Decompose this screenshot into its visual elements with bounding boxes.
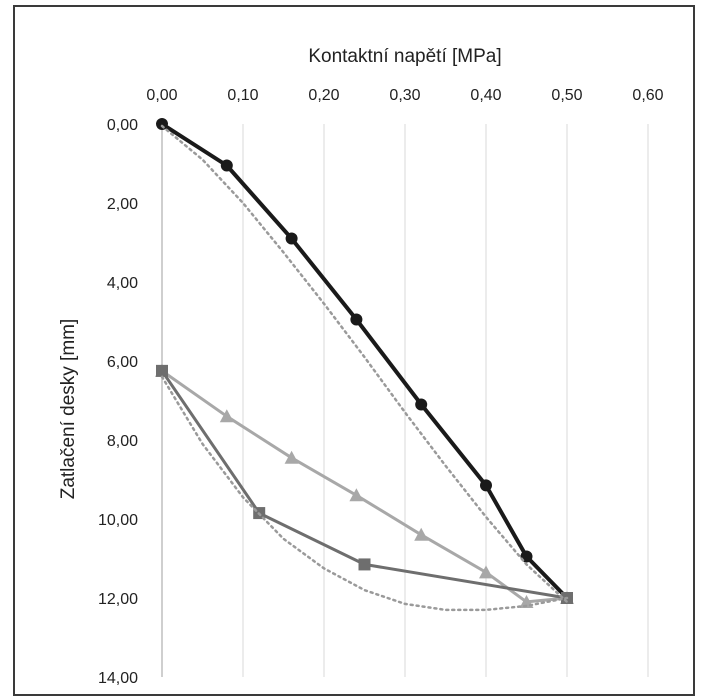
- x-tick-label: 0,60: [632, 87, 663, 104]
- x-tick-label: 0,50: [551, 87, 582, 104]
- series-2-point: [219, 409, 234, 423]
- y-tick-label: 4,00: [107, 275, 138, 292]
- series-2-point: [414, 527, 429, 541]
- series-1-line: [160, 122, 569, 600]
- series-1-point: [220, 159, 233, 172]
- x-tick-label: 0,30: [389, 87, 420, 104]
- x-axis-title: Kontaktní napětí [MPa]: [308, 46, 501, 67]
- series-2-point: [284, 450, 299, 464]
- series-1-point: [156, 118, 168, 130]
- y-tick-label: 0,00: [107, 117, 138, 134]
- series-1-point: [285, 232, 298, 245]
- y-tick-label: 6,00: [107, 354, 138, 371]
- series-1-point: [415, 398, 428, 411]
- series-3-point: [156, 364, 168, 377]
- y-tick-label: 8,00: [107, 433, 138, 450]
- x-tick-label: 0,00: [146, 87, 177, 104]
- x-tick-label: 0,10: [227, 87, 258, 104]
- x-tick-label: 0,20: [308, 87, 339, 104]
- y-axis-title: Zatlačení desky [mm]: [58, 319, 79, 500]
- y-tick-label: 14,00: [98, 670, 138, 687]
- series-5-line: [160, 375, 569, 612]
- x-tick-label: 0,40: [470, 87, 501, 104]
- series-4-line: [160, 124, 569, 604]
- series-3-line: [160, 369, 569, 600]
- gridlines: [242, 124, 649, 677]
- y-tick-labels: 0,00 2,00 4,00 6,00 8,00 10,00 12,00 14,00: [98, 117, 138, 687]
- chart-frame: [13, 5, 695, 696]
- series-2-line: [160, 369, 569, 604]
- series-2-point: [479, 565, 493, 579]
- series: [155, 118, 574, 612]
- y-tick-label: 12,00: [98, 591, 138, 608]
- series-2-point: [349, 488, 364, 502]
- x-tick-labels: 0,00 0,10 0,20 0,30 0,40 0,50 0,60: [146, 87, 663, 104]
- series-1-point: [480, 479, 492, 492]
- series-3-point: [358, 558, 371, 571]
- y-tick-label: 10,00: [98, 512, 138, 529]
- y-tick-label: 2,00: [107, 196, 138, 213]
- series-1-point: [350, 313, 363, 326]
